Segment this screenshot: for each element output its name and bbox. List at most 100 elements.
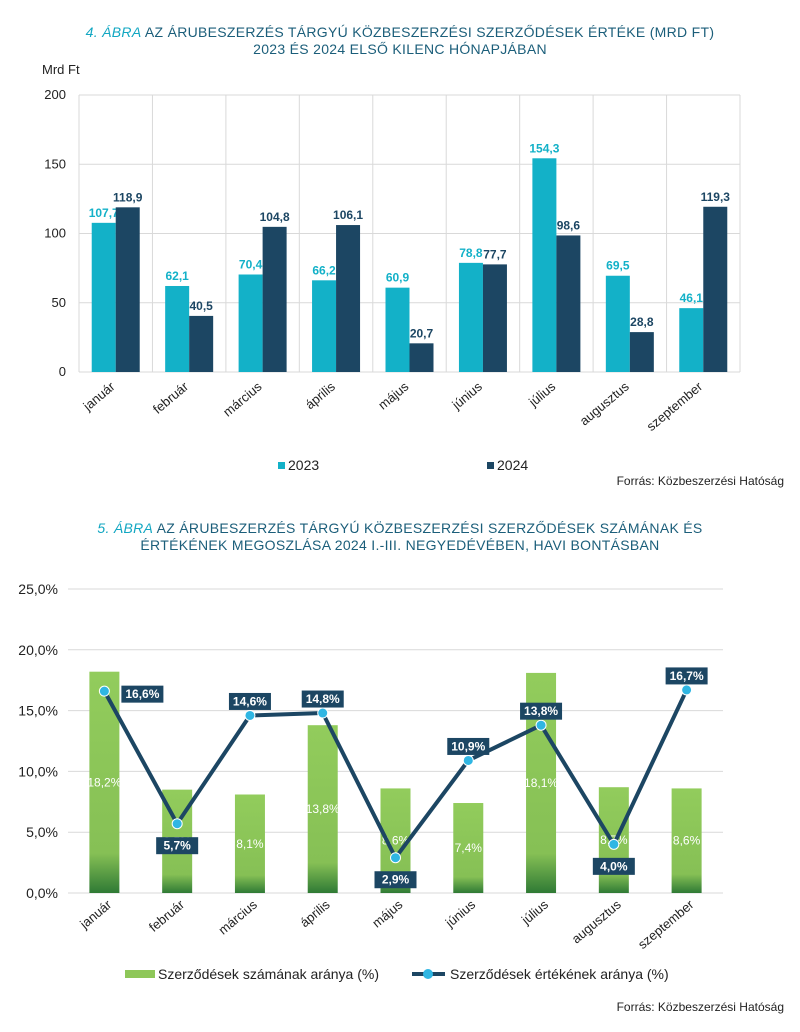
bar-count-share — [234, 794, 265, 893]
line-label-box — [374, 871, 417, 889]
line-data-label: 2,9% — [382, 873, 410, 887]
line-data-label: 4,0% — [600, 859, 628, 873]
line-data-label: 14,6% — [233, 694, 267, 708]
data-label-2023: 66,2 — [312, 263, 336, 277]
y-tick-label: 0,0% — [26, 885, 58, 901]
line-label-box — [121, 685, 164, 703]
line-label-box — [301, 690, 344, 708]
data-label-2023: 107,7 — [89, 206, 119, 220]
data-label-2023: 46,1 — [680, 291, 704, 305]
bar-2023 — [605, 275, 630, 372]
bar-2023 — [91, 222, 116, 372]
line-label-box — [447, 737, 490, 755]
data-label-2023: 62,1 — [165, 269, 189, 283]
line-marker — [535, 719, 547, 731]
line-marker — [98, 685, 110, 697]
bar-2023 — [238, 274, 263, 372]
chart2-title-line2: ÉRTÉKÉNEK MEGOSZLÁSA 2024 I.-III. NEGYED… — [140, 537, 660, 553]
legend-label: 2024 — [497, 457, 528, 473]
x-tick-label: február — [146, 896, 188, 934]
data-label-2023: 60,9 — [386, 271, 410, 285]
data-label-2024: 118,9 — [113, 190, 143, 204]
bar-2023 — [165, 285, 190, 372]
x-tick-label: április — [297, 896, 333, 930]
line-marker — [681, 684, 693, 696]
line-marker — [317, 707, 329, 719]
bar-2024 — [703, 206, 728, 372]
data-label-2023: 70,4 — [239, 257, 263, 271]
line-label-box — [520, 702, 563, 720]
bar-2024 — [262, 226, 287, 372]
bar-2023 — [679, 308, 704, 372]
line-marker — [608, 838, 620, 850]
x-tick-label: július — [518, 896, 551, 927]
line-label-box — [592, 857, 635, 875]
legend-swatch-bar — [125, 970, 155, 978]
bar-count-share — [671, 788, 702, 893]
x-tick-label: augusztus — [569, 896, 624, 946]
bar-data-label: 18,1% — [524, 776, 558, 790]
bar-data-label: 7,4% — [455, 841, 483, 855]
bar-data-label: 13,8% — [306, 802, 340, 816]
data-label-2024: 40,5 — [189, 299, 213, 313]
bar-2024 — [629, 332, 654, 372]
bar-2024 — [409, 343, 434, 372]
x-tick-label: március — [215, 896, 260, 937]
legend-line-marker — [423, 969, 433, 979]
x-tick-label: május — [369, 896, 406, 930]
bar-count-share — [307, 725, 338, 893]
chart2-title: 5. ÁBRA AZ ÁRUBESZERZÉS TÁRGYÚ KÖZBESZER… — [0, 520, 800, 554]
line-marker — [462, 754, 474, 766]
bar-count-share — [453, 803, 484, 893]
chart2-source: Forrás: Közbeszerzési Hatóság — [616, 1000, 784, 1014]
data-label-2023: 78,8 — [459, 246, 483, 260]
legend-label-bar: Szerződések számának aránya (%) — [158, 966, 379, 982]
line-data-label: 10,9% — [451, 739, 485, 753]
bar-2024 — [336, 225, 361, 372]
line-label-box — [665, 667, 708, 685]
x-tick-label: június — [442, 896, 479, 930]
data-label-2024: 77,7 — [483, 247, 507, 261]
bar-2023 — [532, 158, 557, 372]
y-tick-label: 20,0% — [18, 642, 58, 658]
chart1-title-number: 4. ÁBRA — [85, 24, 142, 40]
line-label-box — [228, 692, 271, 710]
y-tick-label: 100 — [44, 226, 66, 241]
bar-data-label: 18,2% — [87, 775, 121, 789]
bar-2024 — [556, 235, 581, 372]
data-label-2024: 104,8 — [260, 210, 290, 224]
y-tick-label: 10,0% — [18, 763, 58, 779]
data-label-2023: 69,5 — [606, 259, 630, 273]
y-tick-label: 0 — [59, 364, 66, 379]
bar-2024 — [115, 207, 140, 372]
chart2-title-number: 5. ÁBRA — [97, 520, 154, 536]
legend-swatch — [278, 462, 285, 469]
line-marker — [390, 852, 401, 864]
data-label-2024: 20,7 — [410, 326, 434, 340]
bar-2024 — [482, 264, 507, 372]
legend-label-line: Szerződések értékének aránya (%) — [450, 966, 669, 982]
y-tick-label: 15,0% — [18, 703, 58, 719]
data-label-2024: 28,8 — [630, 315, 654, 329]
legend-label: 2023 — [288, 457, 319, 473]
data-label-2024: 119,3 — [701, 190, 731, 204]
y-tick-label: 200 — [44, 87, 66, 102]
line-marker — [244, 709, 256, 721]
y-tick-label: 150 — [44, 156, 66, 171]
y-tick-label: 25,0% — [18, 581, 58, 597]
line-data-label: 16,6% — [125, 687, 159, 701]
y-tick-label: 5,0% — [26, 824, 58, 840]
data-label-2024: 98,6 — [557, 218, 581, 232]
line-marker — [171, 818, 183, 830]
bar-2023 — [385, 287, 410, 372]
y-tick-label: 50 — [52, 295, 66, 310]
x-tick-label: szeptember — [635, 896, 697, 952]
x-tick-label: január — [76, 896, 115, 932]
data-label-2023: 154,3 — [529, 141, 559, 155]
bar-2024 — [189, 315, 214, 372]
chart1-title: 4. ÁBRA AZ ÁRUBESZERZÉS TÁRGYÚ KÖZBESZER… — [0, 24, 800, 58]
chart1-title-text: AZ ÁRUBESZERZÉS TÁRGYÚ KÖZBESZERZÉSI SZE… — [141, 24, 715, 40]
bar-2023 — [458, 262, 483, 372]
chart2-title-text: AZ ÁRUBESZERZÉS TÁRGYÚ KÖZBESZERZÉSI SZE… — [153, 520, 703, 536]
